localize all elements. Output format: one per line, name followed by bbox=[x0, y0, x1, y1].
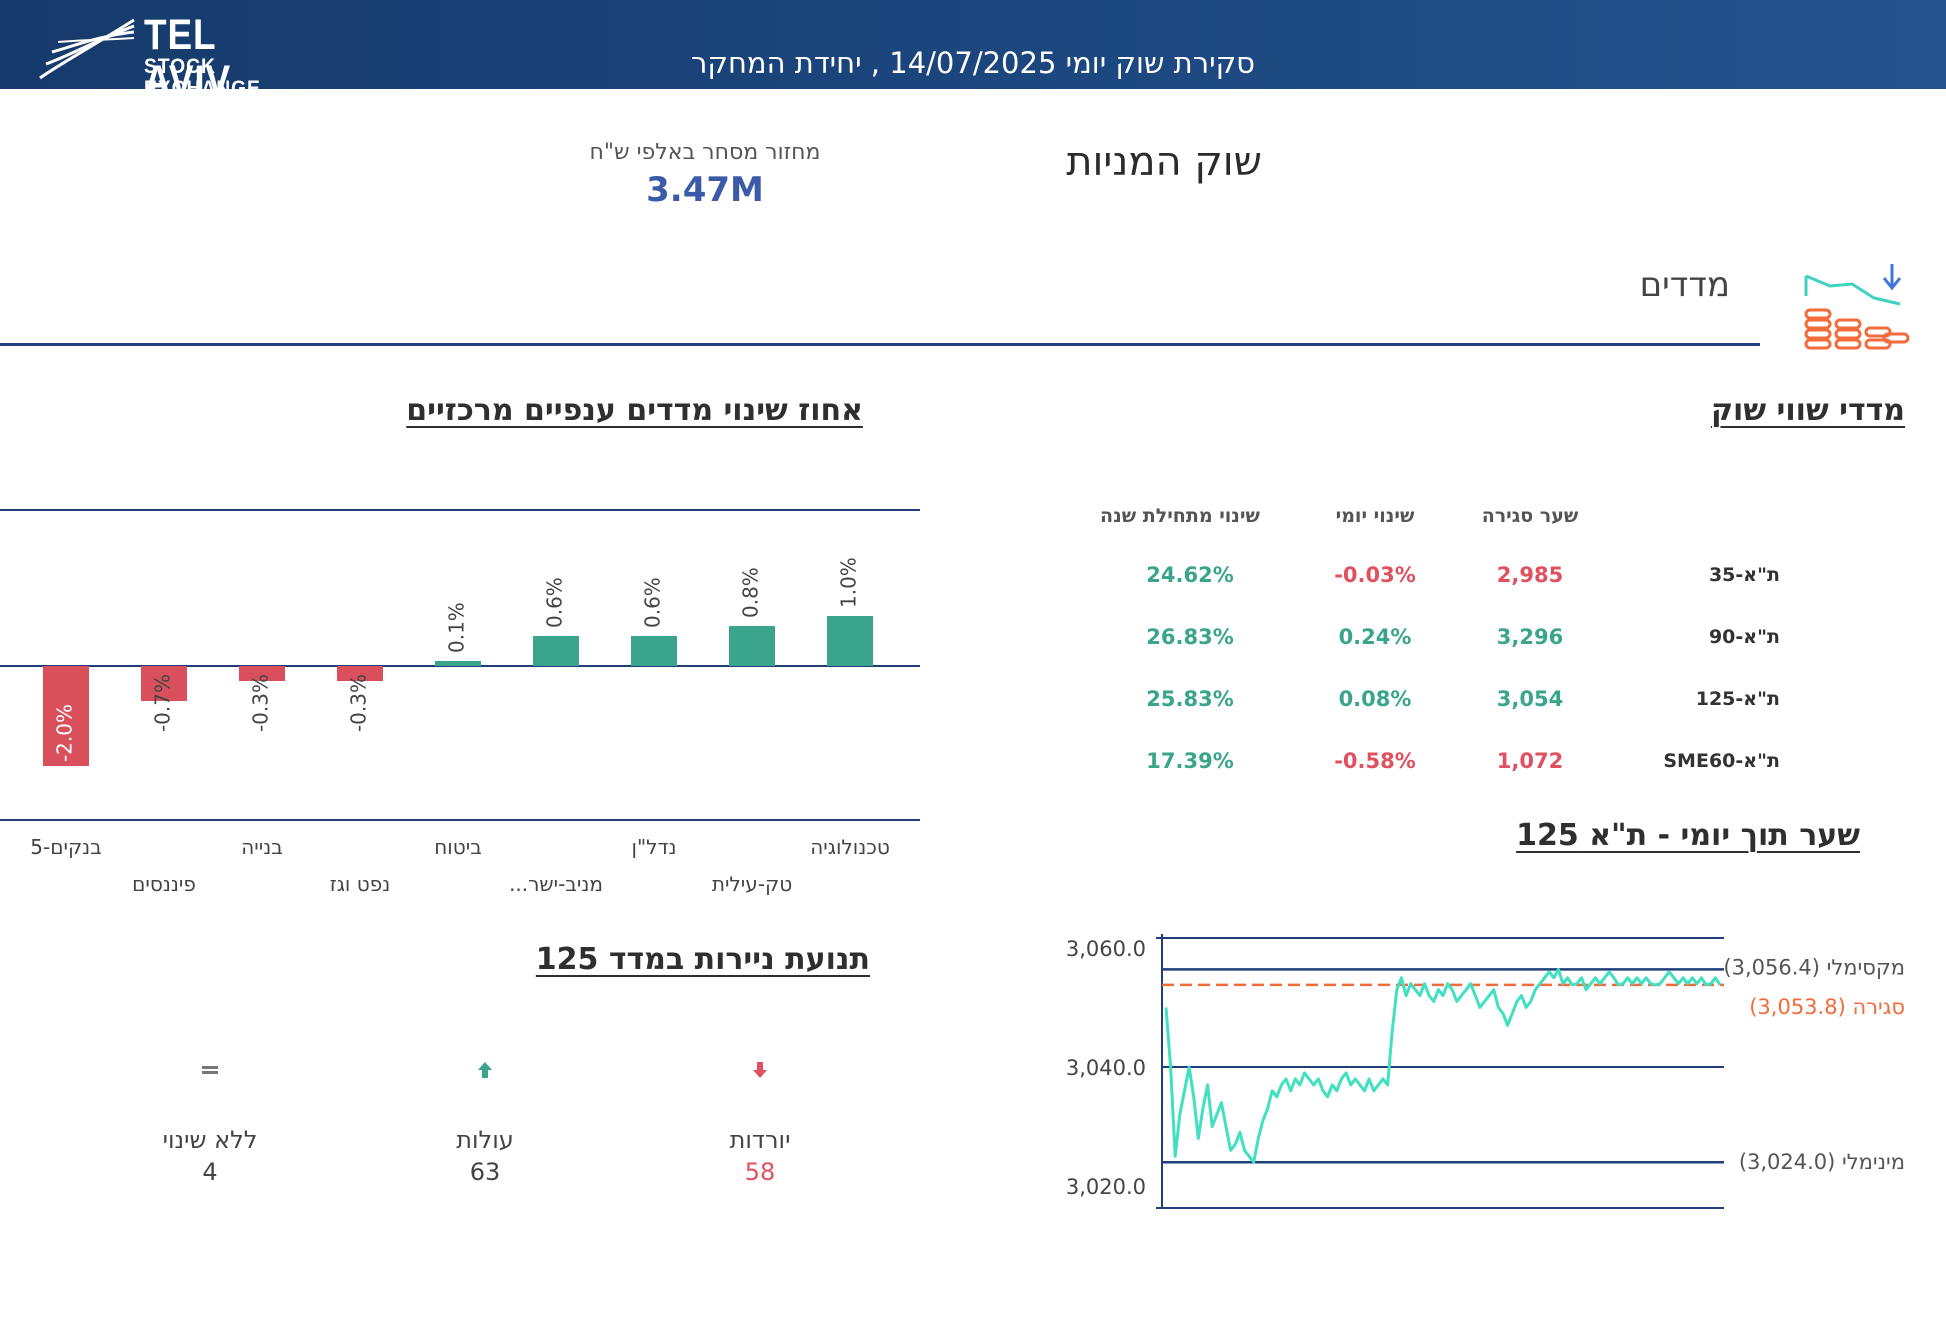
bar bbox=[631, 636, 677, 666]
movement-count: 4 bbox=[202, 1158, 218, 1186]
movement-label: עולות bbox=[456, 1126, 514, 1154]
index-decline-icon bbox=[1804, 264, 1910, 350]
movement-label: יורדות bbox=[729, 1126, 791, 1154]
bar-value-label: 0.6% bbox=[543, 577, 567, 628]
category-label: טכנולוגיה bbox=[810, 835, 890, 859]
col-header-daily: שינוי יומי bbox=[1335, 505, 1415, 527]
category-label: נפט וגז bbox=[330, 872, 390, 896]
bar bbox=[141, 666, 187, 701]
ytd-change: 25.83% bbox=[1146, 687, 1234, 711]
logo-line1: TEL AVIV bbox=[144, 11, 232, 105]
y-tick-label: 3,060.0 bbox=[1066, 937, 1146, 961]
index-name: ת"א-35 bbox=[1708, 564, 1780, 586]
report-header: TEL AVIV STOCK EXCHANGE סקירת שוק יומי 1… bbox=[0, 0, 1946, 104]
category-label: בנקים-5 bbox=[30, 835, 101, 859]
movement-item: יורדות 58 bbox=[680, 1060, 840, 1186]
market-title: שוק המניות bbox=[1066, 139, 1262, 185]
reference-line-label: מקסימלי (3,056.4) bbox=[1723, 955, 1905, 979]
bar bbox=[729, 626, 775, 666]
logo-line2: STOCK EXCHANGE bbox=[144, 55, 261, 100]
col-header-ytd: שינוי מתחילת שנה bbox=[1100, 505, 1260, 527]
category-label: טק-עילית bbox=[712, 872, 792, 896]
bar bbox=[533, 636, 579, 666]
report-title: סקירת שוק יומי 14/07/2025 , יחידת המחקר bbox=[691, 46, 1255, 80]
close-value: 2,985 bbox=[1496, 563, 1564, 587]
daily-change: -0.03% bbox=[1334, 563, 1416, 587]
category-label: מניב-ישר... bbox=[509, 872, 603, 896]
bar bbox=[43, 666, 89, 766]
turnover-label: מחזור מסחר באלפי ש"ח bbox=[589, 140, 821, 165]
section-divider bbox=[0, 343, 1760, 346]
category-label: בנייה bbox=[241, 835, 283, 859]
intraday-line-chart: 3,060.0 3,040.0 3,020.0 מקסימלי (3,056.4) סג… bbox=[1066, 934, 1905, 1209]
bar-value-label: -0.3% bbox=[347, 674, 371, 732]
turnover-value: 3.47M bbox=[646, 170, 764, 210]
equity-row: ת"א-125 3,054 0.08% 25.83% bbox=[1080, 679, 1780, 719]
bar bbox=[337, 666, 383, 681]
bar-value-label: -2.0% bbox=[53, 704, 77, 762]
bar-value-label: -0.3% bbox=[249, 674, 273, 732]
down-arrow-icon bbox=[680, 1060, 840, 1090]
y-tick-label: 3,040.0 bbox=[1066, 1056, 1146, 1080]
bar-value-label: 0.6% bbox=[641, 577, 665, 628]
bar bbox=[435, 661, 481, 666]
daily-change: -0.58% bbox=[1334, 749, 1416, 773]
ytd-change: 17.39% bbox=[1146, 749, 1234, 773]
index-name: ת"א-SME60 bbox=[1663, 750, 1780, 772]
close-value: 3,054 bbox=[1496, 687, 1564, 711]
sector-bar-chart: 1.0% טכנולוגיה 0.8% טק-עילית 0.6% נדל"ן 0.6% מנ… bbox=[0, 509, 920, 896]
movement-count: 63 bbox=[469, 1158, 501, 1186]
movement-title: תנועת ניירות במדד 125 bbox=[535, 942, 870, 977]
ytd-change: 24.62% bbox=[1146, 563, 1234, 587]
up-arrow-icon bbox=[405, 1060, 565, 1090]
ytd-change: 26.83% bbox=[1146, 625, 1234, 649]
movement-count: 58 bbox=[744, 1158, 776, 1186]
equity-row: ת"א-90 3,296 0.24% 26.83% bbox=[1080, 617, 1780, 657]
equals-icon bbox=[130, 1060, 290, 1090]
reference-line-label: מינימלי (3,024.0) bbox=[1739, 1150, 1905, 1174]
movement-item: ללא שינוי 4 bbox=[130, 1060, 290, 1186]
sector-chart-title: אחוז שינוי מדדים ענפיים מרכזיים bbox=[406, 393, 863, 428]
category-label: נדל"ן bbox=[632, 835, 677, 859]
close-value: 3,296 bbox=[1496, 625, 1564, 649]
close-value: 1,072 bbox=[1496, 749, 1564, 773]
movement-label: ללא שינוי bbox=[162, 1126, 258, 1154]
category-label: פיננסים bbox=[132, 872, 196, 896]
equity-row: ת"א-SME60 1,072 -0.58% 17.39% bbox=[1080, 741, 1780, 781]
bar bbox=[239, 666, 285, 681]
movement-item: עולות 63 bbox=[405, 1060, 565, 1186]
tase-logo: TEL AVIV STOCK EXCHANGE bbox=[38, 10, 308, 104]
y-tick-label: 3,020.0 bbox=[1066, 1175, 1146, 1199]
reference-line-label: סגירה (3,053.8) bbox=[1749, 995, 1905, 1019]
bar-value-label: 0.8% bbox=[739, 567, 763, 618]
index-name: ת"א-125 bbox=[1695, 688, 1780, 710]
bull-lines-icon bbox=[39, 18, 135, 80]
intraday-chart-title: שער תוך יומי - ת"א 125 bbox=[1516, 818, 1860, 853]
indices-title: מדדים bbox=[1639, 265, 1730, 305]
price-series-line bbox=[1164, 967, 1722, 1164]
bar-value-label: 0.1% bbox=[445, 602, 469, 653]
index-name: ת"א-90 bbox=[1708, 626, 1780, 648]
equity-row: ת"א-35 2,985 -0.03% 24.62% bbox=[1080, 555, 1780, 595]
bar-value-label: 1.0% bbox=[837, 557, 861, 608]
col-header-close: שער סגירה bbox=[1481, 505, 1579, 527]
daily-change: 0.08% bbox=[1338, 687, 1412, 711]
daily-change: 0.24% bbox=[1338, 625, 1412, 649]
category-label: ביטוח bbox=[434, 835, 482, 859]
bar-value-label: -0.7% bbox=[151, 674, 175, 732]
equity-indices-title: מדדי שווי שוק bbox=[1710, 393, 1905, 428]
bar bbox=[827, 616, 873, 666]
